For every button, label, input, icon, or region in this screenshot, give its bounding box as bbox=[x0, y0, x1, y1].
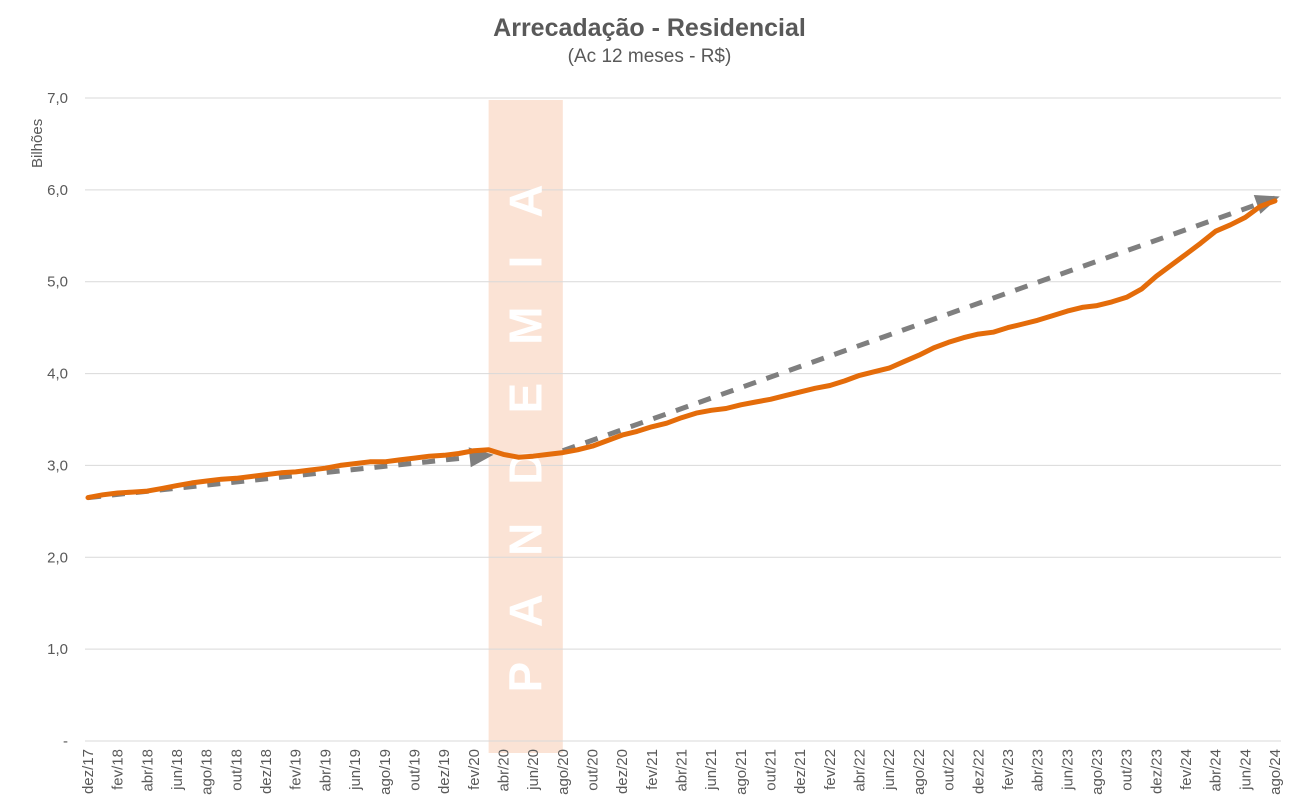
x-tick-label: ago/20 bbox=[555, 749, 572, 795]
revenue-line bbox=[85, 198, 1278, 501]
x-tick-label: jun/22 bbox=[881, 749, 898, 791]
x-tick-label: ago/24 bbox=[1267, 749, 1284, 795]
y-tick-label: 1,0 bbox=[47, 641, 68, 658]
x-axis-labels: dez/17 fev/18 abr/18 jun/18 ago/18 out/18 dez/… bbox=[80, 749, 1284, 795]
x-tick-label: fev/23 bbox=[1000, 749, 1017, 790]
x-tick-label: dez/21 bbox=[792, 749, 809, 794]
x-tick-label: fev/21 bbox=[644, 749, 661, 790]
x-tick-label: jun/24 bbox=[1237, 749, 1254, 791]
x-tick-label: dez/23 bbox=[1148, 749, 1165, 794]
x-tick-label: out/19 bbox=[406, 749, 423, 791]
x-tick-label: ago/23 bbox=[1089, 749, 1106, 795]
x-tick-label: ago/19 bbox=[377, 749, 394, 795]
x-tick-label: jun/23 bbox=[1059, 749, 1076, 791]
x-tick-label: dez/20 bbox=[614, 749, 631, 794]
x-tick-label: abr/22 bbox=[852, 749, 869, 792]
y-axis-title: Bilhões bbox=[29, 119, 46, 168]
trend-line-post-pandemic bbox=[561, 195, 1280, 454]
pandemic-band-label: PANDEMIA bbox=[500, 147, 552, 693]
x-tick-label: jun/19 bbox=[347, 749, 364, 791]
x-tick-label: fev/20 bbox=[466, 749, 483, 790]
x-tick-label: fev/24 bbox=[1178, 749, 1195, 790]
y-tick-label: 5,0 bbox=[47, 274, 68, 291]
x-tick-label: ago/22 bbox=[911, 749, 928, 795]
x-tick-label: out/21 bbox=[763, 749, 780, 791]
x-tick-label: fev/22 bbox=[822, 749, 839, 790]
x-tick-label: ago/18 bbox=[199, 749, 216, 795]
x-tick-label: fev/18 bbox=[110, 749, 127, 790]
x-tick-label: dez/19 bbox=[436, 749, 453, 794]
x-tick-label: abr/19 bbox=[317, 749, 334, 792]
y-tick-label: 7,0 bbox=[47, 90, 68, 107]
y-axis-labels: - 1,0 2,0 3,0 4,0 5,0 6,0 7,0 bbox=[47, 90, 68, 750]
x-tick-label: out/22 bbox=[941, 749, 958, 791]
x-tick-label: abr/21 bbox=[674, 749, 691, 792]
x-tick-label: abr/18 bbox=[139, 749, 156, 792]
y-tick-label: 2,0 bbox=[47, 549, 68, 566]
x-tick-label: out/18 bbox=[228, 749, 245, 791]
y-tick-label: - bbox=[63, 733, 68, 750]
x-tick-label: abr/20 bbox=[495, 749, 512, 792]
y-tick-label: 3,0 bbox=[47, 457, 68, 474]
x-tick-label: ago/21 bbox=[733, 749, 750, 795]
gridlines bbox=[85, 97, 1281, 742]
x-tick-label: abr/24 bbox=[1208, 749, 1225, 792]
y-tick-label: 4,0 bbox=[47, 366, 68, 383]
x-tick-label: jun/20 bbox=[525, 749, 542, 791]
x-tick-label: abr/23 bbox=[1030, 749, 1047, 792]
x-tick-label: jun/18 bbox=[169, 749, 186, 791]
y-tick-label: 6,0 bbox=[47, 182, 68, 199]
x-tick-label: dez/22 bbox=[970, 749, 987, 794]
x-tick-label: fev/19 bbox=[288, 749, 305, 790]
x-tick-label: out/20 bbox=[584, 749, 601, 791]
pandemic-band bbox=[488, 100, 563, 753]
x-tick-label: out/23 bbox=[1119, 749, 1136, 791]
x-tick-label: jun/21 bbox=[703, 749, 720, 791]
x-tick-label: dez/17 bbox=[80, 749, 97, 794]
trend-line-pre-pandemic bbox=[87, 447, 494, 501]
x-tick-label: dez/18 bbox=[258, 749, 275, 794]
